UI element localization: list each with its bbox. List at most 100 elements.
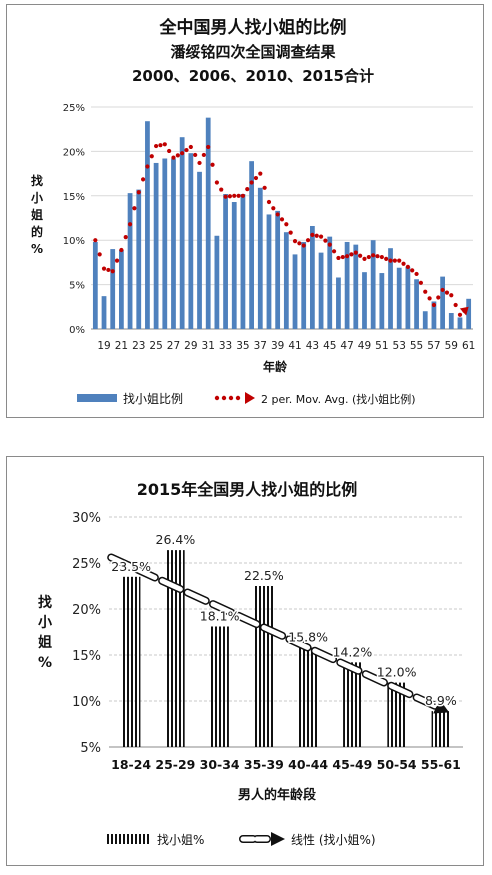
bar [431, 711, 451, 747]
bar [223, 194, 228, 329]
x-tick-label: 25-29 [155, 757, 195, 772]
moving-average-point [301, 243, 306, 248]
moving-average-point [449, 293, 454, 298]
legend-dot [221, 395, 227, 401]
bar [283, 232, 289, 329]
bar [127, 193, 133, 329]
moving-average-point [414, 271, 419, 277]
moving-average-point [258, 171, 263, 176]
bar [344, 241, 350, 329]
bar [343, 662, 362, 747]
legend-arrow [245, 392, 255, 404]
bar [318, 252, 324, 329]
bar [92, 241, 98, 329]
moving-average-point [358, 253, 363, 258]
moving-average-point [327, 242, 332, 247]
bar [205, 117, 211, 329]
y-tick-label: 10% [72, 695, 101, 710]
moving-average-point [418, 280, 424, 285]
moving-average-point [284, 222, 289, 227]
chart-1-legend: 找小姐比例 2 per. Mov. Avg. (找小姐比例) [77, 392, 416, 406]
moving-average-point [167, 148, 172, 154]
bar [457, 317, 463, 329]
moving-average-point [453, 302, 458, 308]
moving-average-point [427, 296, 432, 301]
bar [327, 236, 333, 329]
legend-dot [214, 395, 220, 401]
y-axis-label-char: 的 [31, 224, 43, 239]
moving-average-point [440, 287, 445, 293]
bar [405, 266, 411, 329]
moving-average-point [132, 206, 137, 211]
y-axis-label-char: 小 [31, 190, 43, 205]
moving-average-point [345, 254, 350, 259]
bar [370, 240, 376, 329]
bar [162, 158, 168, 329]
bar [110, 249, 116, 329]
legend-moving-average-label: 2 per. Mov. Avg. (找小姐比例) [261, 392, 416, 406]
bar [179, 137, 185, 329]
chart-1-xlabel: 年龄 [263, 359, 288, 374]
moving-average-point [401, 261, 406, 266]
y-tick-label: 5% [69, 281, 85, 292]
legend-bar-swatch [77, 394, 117, 402]
x-tick-label: 41 [288, 340, 301, 352]
bar [266, 214, 272, 329]
moving-average-point [314, 233, 319, 238]
moving-average-point [140, 177, 146, 182]
bar [298, 647, 318, 747]
bar [301, 241, 307, 329]
moving-average-point [97, 252, 102, 257]
moving-average-point [145, 164, 150, 169]
bar [214, 235, 220, 329]
moving-average-point [149, 154, 154, 159]
bar [466, 298, 472, 329]
bar [414, 279, 419, 329]
legend-stripe-swatch [105, 834, 149, 844]
moving-average-point [336, 255, 341, 261]
y-axis-label-char: 姐 [38, 634, 52, 651]
moving-average-point [188, 144, 193, 150]
moving-average-point [106, 267, 111, 273]
y-axis-label-char: 小 [38, 615, 52, 631]
legend-bar-label: 找小姐比例 [123, 392, 183, 406]
bar [197, 171, 202, 329]
moving-average-point [245, 187, 250, 192]
moving-average-point [340, 254, 345, 260]
moving-average-point [318, 234, 324, 239]
x-tick-label: 35 [236, 340, 249, 352]
moving-average-point [193, 152, 198, 158]
y-tick-label: 25% [72, 557, 101, 572]
x-tick-label: 31 [202, 340, 215, 352]
bar [448, 313, 454, 329]
moving-average-point [279, 217, 285, 222]
y-axis-label-char: % [31, 242, 43, 256]
bar [101, 296, 107, 329]
bar [362, 272, 367, 329]
x-tick-label: 53 [393, 340, 406, 352]
moving-average-point [362, 256, 367, 261]
moving-average-point [175, 153, 180, 158]
moving-average-point [371, 253, 376, 258]
bar [388, 248, 393, 329]
y-tick-label: 0% [69, 325, 85, 336]
chart-1-ylabel: 找小姐的% [31, 173, 43, 256]
moving-average-point [271, 206, 276, 211]
y-tick-label: 20% [72, 603, 101, 618]
moving-average-point [232, 193, 237, 198]
moving-average-point [119, 247, 124, 253]
x-tick-label: 59 [445, 340, 458, 352]
moving-average-point [201, 152, 206, 158]
moving-average-point [219, 187, 224, 192]
moving-average-point [154, 143, 159, 149]
trendline [107, 553, 441, 711]
y-tick-label: 30% [72, 511, 101, 526]
bar [422, 311, 428, 329]
moving-average-point [410, 268, 415, 273]
x-tick-label: 18-24 [111, 757, 151, 772]
chart-2-svg: 2015年全国男人找小姐的比例 5% 10% 15% 20% 25% 30% 23.5% 2… [38, 480, 463, 847]
moving-average-point [197, 160, 202, 166]
moving-average-point [423, 289, 428, 294]
y-axis-label-char: % [38, 655, 52, 671]
moving-average-point [292, 238, 298, 244]
